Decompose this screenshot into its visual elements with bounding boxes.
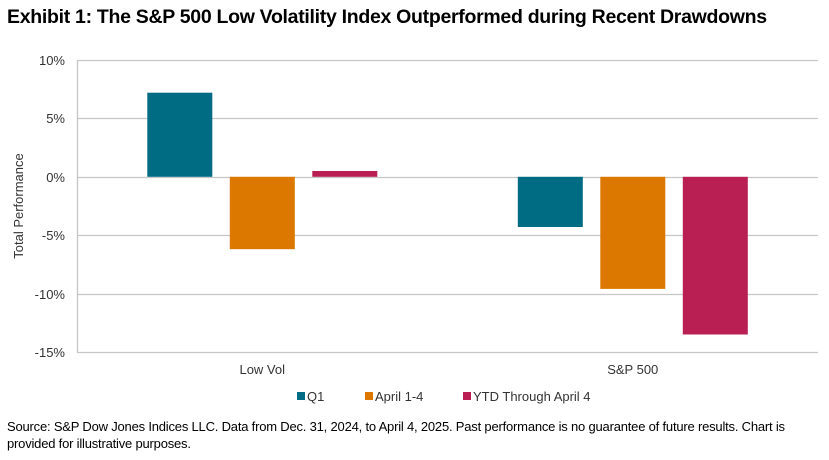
x-category-label: S&P 500 xyxy=(607,362,658,377)
legend-swatch xyxy=(365,392,373,400)
y-tick-label: -15% xyxy=(35,345,66,360)
legend-label: Q1 xyxy=(307,389,324,404)
legend: Q1 April 1-4 YTD Through April 4 xyxy=(297,389,591,404)
bar-s-p-500-ytd-through-april-4 xyxy=(682,176,748,335)
bar-s-p-500-q1 xyxy=(517,176,583,227)
legend-swatch xyxy=(297,392,305,400)
chart-title: Exhibit 1: The S&P 500 Low Volatility In… xyxy=(7,6,767,28)
legend-swatch xyxy=(463,392,471,400)
bars xyxy=(147,92,748,335)
y-axis-label: Total Performance xyxy=(11,153,26,259)
y-tick-label: 10% xyxy=(39,53,65,68)
bar-low-vol-april-1-4 xyxy=(229,176,295,250)
y-tick-label: -5% xyxy=(42,228,66,243)
y-axis-ticks: 10% 5% 0% -5% -10% -15% xyxy=(35,53,66,360)
y-tick-label: 0% xyxy=(46,170,65,185)
source-note: Source: S&P Dow Jones Indices LLC. Data … xyxy=(7,419,785,451)
y-tick-label: -10% xyxy=(35,287,66,302)
x-axis-categories: Low Vol S&P 500 xyxy=(239,362,658,377)
x-category-label: Low Vol xyxy=(239,362,285,377)
legend-label: YTD Through April 4 xyxy=(473,389,591,404)
legend-label: April 1-4 xyxy=(375,389,423,404)
y-tick-label: 5% xyxy=(46,111,65,126)
bar-low-vol-ytd-through-april-4 xyxy=(312,171,378,177)
bar-s-p-500-april-1-4 xyxy=(600,176,666,289)
bar-low-vol-q1 xyxy=(147,92,213,177)
